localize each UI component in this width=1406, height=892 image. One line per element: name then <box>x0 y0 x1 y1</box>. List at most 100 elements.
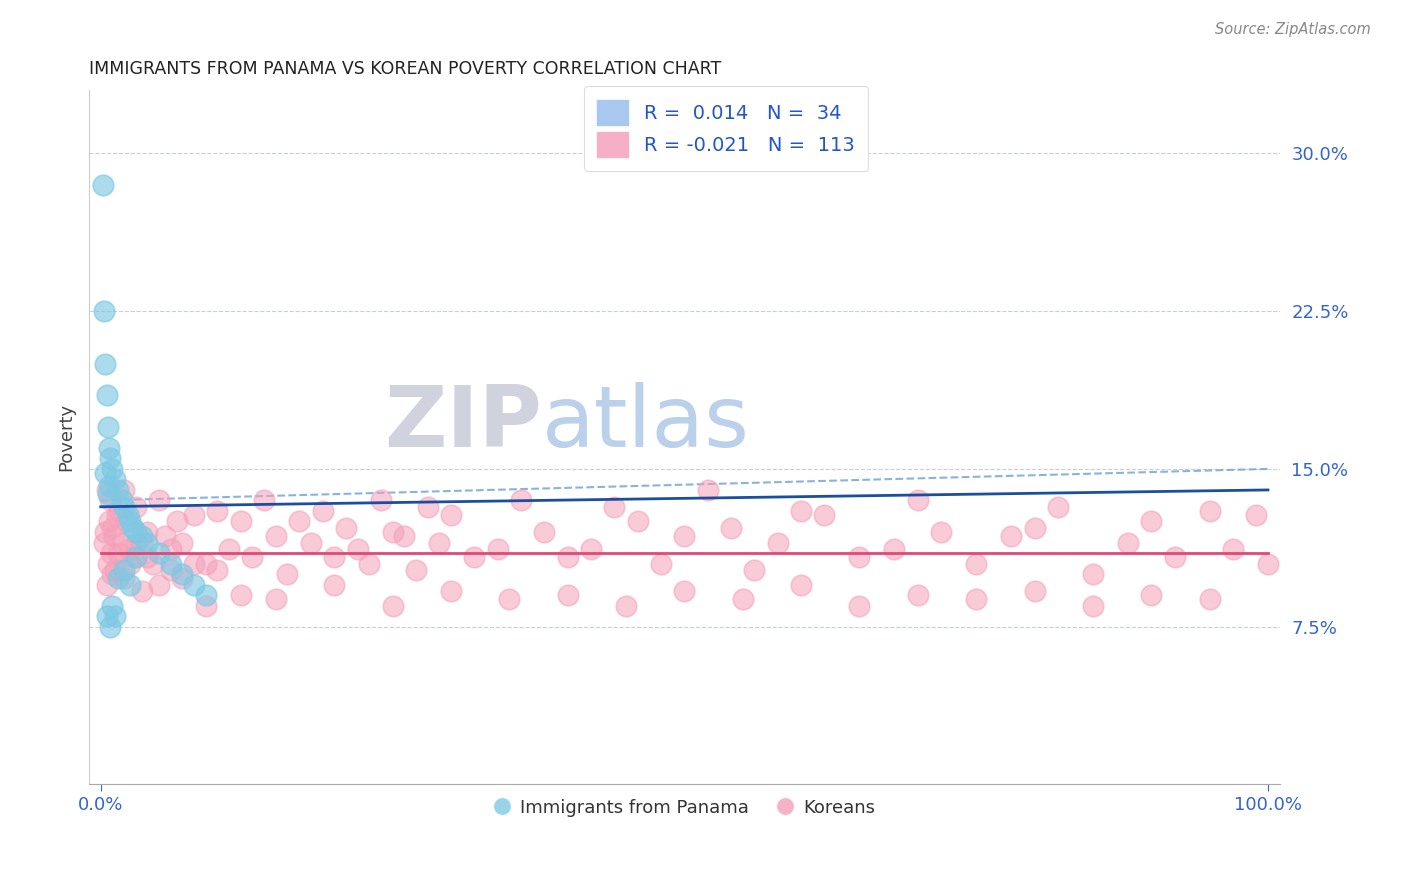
Point <box>194 588 217 602</box>
Point <box>97 479 120 493</box>
Point <box>97 441 120 455</box>
Point <box>207 563 229 577</box>
Point <box>94 466 117 480</box>
Point <box>486 541 509 556</box>
Point <box>111 535 134 549</box>
Point <box>136 524 159 539</box>
Point <box>790 504 813 518</box>
Point <box>264 592 287 607</box>
Point <box>98 620 121 634</box>
Point <box>323 577 346 591</box>
Point <box>813 508 835 523</box>
Point <box>111 493 134 508</box>
Point <box>125 524 148 539</box>
Point <box>498 592 520 607</box>
Point <box>159 557 181 571</box>
Text: Source: ZipAtlas.com: Source: ZipAtlas.com <box>1215 22 1371 37</box>
Point <box>98 493 121 508</box>
Point <box>253 493 276 508</box>
Point <box>370 493 392 508</box>
Point <box>207 504 229 518</box>
Point <box>104 609 127 624</box>
Point <box>94 357 117 371</box>
Point <box>381 599 404 613</box>
Point <box>153 529 176 543</box>
Point <box>1246 508 1268 523</box>
Point <box>311 504 333 518</box>
Point <box>148 577 170 591</box>
Point <box>907 588 929 602</box>
Point <box>183 557 205 571</box>
Point <box>731 592 754 607</box>
Point <box>1140 515 1163 529</box>
Point <box>142 557 165 571</box>
Point <box>533 524 555 539</box>
Point <box>97 515 120 529</box>
Point <box>381 524 404 539</box>
Point <box>229 588 252 602</box>
Point <box>101 599 124 613</box>
Point <box>172 567 194 582</box>
Point <box>323 550 346 565</box>
Point <box>194 599 217 613</box>
Point <box>673 583 696 598</box>
Point <box>218 541 240 556</box>
Point <box>172 571 194 585</box>
Point <box>112 483 135 497</box>
Point <box>96 577 118 591</box>
Point <box>1163 550 1185 565</box>
Point <box>1198 504 1220 518</box>
Point <box>299 535 322 549</box>
Point <box>96 483 118 497</box>
Point <box>96 609 118 624</box>
Point <box>93 535 115 549</box>
Point <box>335 521 357 535</box>
Point <box>91 178 114 192</box>
Point <box>125 500 148 514</box>
Point <box>107 571 129 585</box>
Point <box>1024 521 1046 535</box>
Point <box>172 535 194 549</box>
Point <box>118 515 141 529</box>
Point <box>98 451 121 466</box>
Point <box>766 535 789 549</box>
Text: IMMIGRANTS FROM PANAMA VS KOREAN POVERTY CORRELATION CHART: IMMIGRANTS FROM PANAMA VS KOREAN POVERTY… <box>89 60 721 78</box>
Point <box>650 557 672 571</box>
Point <box>131 583 153 598</box>
Point <box>392 529 415 543</box>
Point <box>136 535 159 549</box>
Point <box>108 504 131 518</box>
Point <box>229 515 252 529</box>
Point <box>118 577 141 591</box>
Point <box>101 521 124 535</box>
Point <box>557 550 579 565</box>
Point <box>118 557 141 571</box>
Text: ZIP: ZIP <box>384 382 541 465</box>
Point <box>112 563 135 577</box>
Point <box>183 508 205 523</box>
Point <box>848 550 870 565</box>
Point <box>159 541 181 556</box>
Point <box>97 420 120 434</box>
Point <box>790 577 813 591</box>
Point <box>104 472 127 486</box>
Point <box>166 515 188 529</box>
Y-axis label: Poverty: Poverty <box>58 403 75 471</box>
Point <box>1198 592 1220 607</box>
Point <box>107 483 129 497</box>
Point <box>1046 500 1069 514</box>
Point <box>1222 541 1244 556</box>
Point <box>93 304 115 318</box>
Point <box>125 535 148 549</box>
Point <box>614 599 637 613</box>
Point <box>557 588 579 602</box>
Point <box>416 500 439 514</box>
Point <box>101 567 124 582</box>
Point <box>94 524 117 539</box>
Point <box>122 550 145 565</box>
Point <box>463 550 485 565</box>
Point <box>1116 535 1139 549</box>
Point <box>122 521 145 535</box>
Point <box>603 500 626 514</box>
Point <box>720 521 742 535</box>
